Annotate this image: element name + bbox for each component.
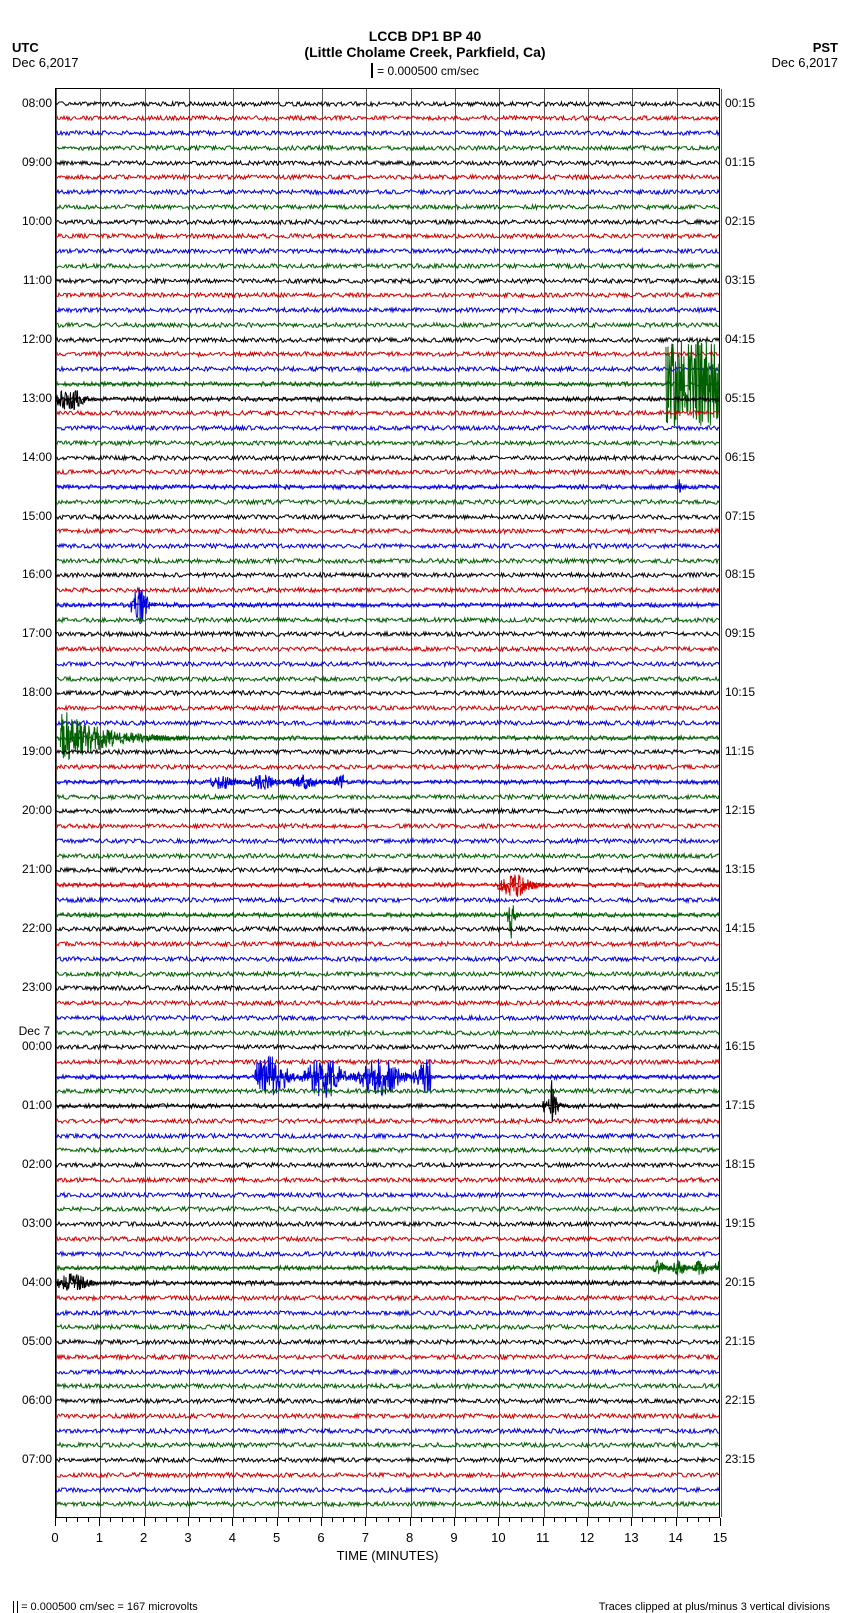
ylabel-left: 19:00 xyxy=(2,744,52,758)
ylabel-right: 14:15 xyxy=(725,921,755,935)
xtick-label: 14 xyxy=(668,1530,682,1545)
ylabel-left: 08:00 xyxy=(2,96,52,110)
tz-right: PSTDec 6,2017 xyxy=(772,40,839,70)
ylabel-right: 10:15 xyxy=(725,685,755,699)
ylabel-left: 23:00 xyxy=(2,980,52,994)
seismogram-plot xyxy=(55,88,720,1518)
xtick-label: 5 xyxy=(273,1530,280,1545)
ylabel-right: 08:15 xyxy=(725,567,755,581)
ylabel-right: 01:15 xyxy=(725,155,755,169)
ylabel-right: 22:15 xyxy=(725,1393,755,1407)
ylabel-left: 05:00 xyxy=(2,1334,52,1348)
ylabel-right: 19:15 xyxy=(725,1216,755,1230)
xtick-label: 2 xyxy=(140,1530,147,1545)
x-axis: TIME (MINUTES) 0123456789101112131415 xyxy=(55,1518,720,1558)
ylabel-right: 16:15 xyxy=(725,1039,755,1053)
xtick-label: 4 xyxy=(229,1530,236,1545)
xtick-label: 13 xyxy=(624,1530,638,1545)
ylabel-right: 02:15 xyxy=(725,214,755,228)
ylabel-right: 04:15 xyxy=(725,332,755,346)
ylabel-right: 21:15 xyxy=(725,1334,755,1348)
ylabel-right: 17:15 xyxy=(725,1098,755,1112)
xtick-label: 0 xyxy=(51,1530,58,1545)
ylabel-right: 05:15 xyxy=(725,391,755,405)
chart-subtitle: (Little Cholame Creek, Parkfield, Ca) xyxy=(0,44,850,60)
tz-left: UTCDec 6,2017 xyxy=(12,40,79,70)
ylabel-left: 03:00 xyxy=(2,1216,52,1230)
xtick-label: 9 xyxy=(450,1530,457,1545)
xtick-label: 7 xyxy=(362,1530,369,1545)
ylabel-left: 11:00 xyxy=(2,273,52,287)
ylabel-right: 07:15 xyxy=(725,509,755,523)
xtick-label: 11 xyxy=(536,1530,550,1545)
xtick-label: 12 xyxy=(580,1530,594,1545)
trace-95 xyxy=(56,1504,719,1507)
ylabel-left: 00:00 xyxy=(2,1039,52,1053)
ylabel-left: 10:00 xyxy=(2,214,52,228)
x-axis-label: TIME (MINUTES) xyxy=(55,1548,720,1563)
ylabel-right: 15:15 xyxy=(725,980,755,994)
xtick-label: 6 xyxy=(317,1530,324,1545)
ylabel-left: 13:00 xyxy=(2,391,52,405)
xtick-label: 1 xyxy=(96,1530,103,1545)
ylabel-right: 06:15 xyxy=(725,450,755,464)
ylabel-right: 23:15 xyxy=(725,1452,755,1466)
scale-indicator: = 0.000500 cm/sec xyxy=(0,64,850,79)
ylabel-right: 13:15 xyxy=(725,862,755,876)
ylabel-left: 16:00 xyxy=(2,567,52,581)
ylabel-left: 09:00 xyxy=(2,155,52,169)
ylabel-right: 11:15 xyxy=(725,744,754,758)
ylabel-right: 00:15 xyxy=(725,96,755,110)
ylabel-left: 20:00 xyxy=(2,803,52,817)
ylabel-left: 07:00 xyxy=(2,1452,52,1466)
xtick-label: 8 xyxy=(406,1530,413,1545)
ylabel-right: 20:15 xyxy=(725,1275,755,1289)
chart-title: LCCB DP1 BP 40 xyxy=(0,28,850,44)
ylabel-left: 04:00 xyxy=(2,1275,52,1289)
ylabel-left: 18:00 xyxy=(2,685,52,699)
ylabel-right: 09:15 xyxy=(725,626,755,640)
xtick-label: 3 xyxy=(184,1530,191,1545)
ylabel-left: 15:00 xyxy=(2,509,52,523)
ylabel-left: 02:00 xyxy=(2,1157,52,1171)
ylabel-left: 01:00 xyxy=(2,1098,52,1112)
ylabel-left: 21:00 xyxy=(2,862,52,876)
xtick-label: 15 xyxy=(713,1530,727,1545)
ylabel-left: 06:00 xyxy=(2,1393,52,1407)
ylabel-left: 17:00 xyxy=(2,626,52,640)
ylabel-left: 12:00 xyxy=(2,332,52,346)
date-marker: Dec 7 xyxy=(0,1024,50,1038)
ylabel-right: 03:15 xyxy=(725,273,755,287)
ylabel-left: 14:00 xyxy=(2,450,52,464)
ylabel-left: 22:00 xyxy=(2,921,52,935)
ylabel-right: 12:15 xyxy=(725,803,755,817)
xtick-label: 10 xyxy=(491,1530,505,1545)
ylabel-right: 18:15 xyxy=(725,1157,755,1171)
